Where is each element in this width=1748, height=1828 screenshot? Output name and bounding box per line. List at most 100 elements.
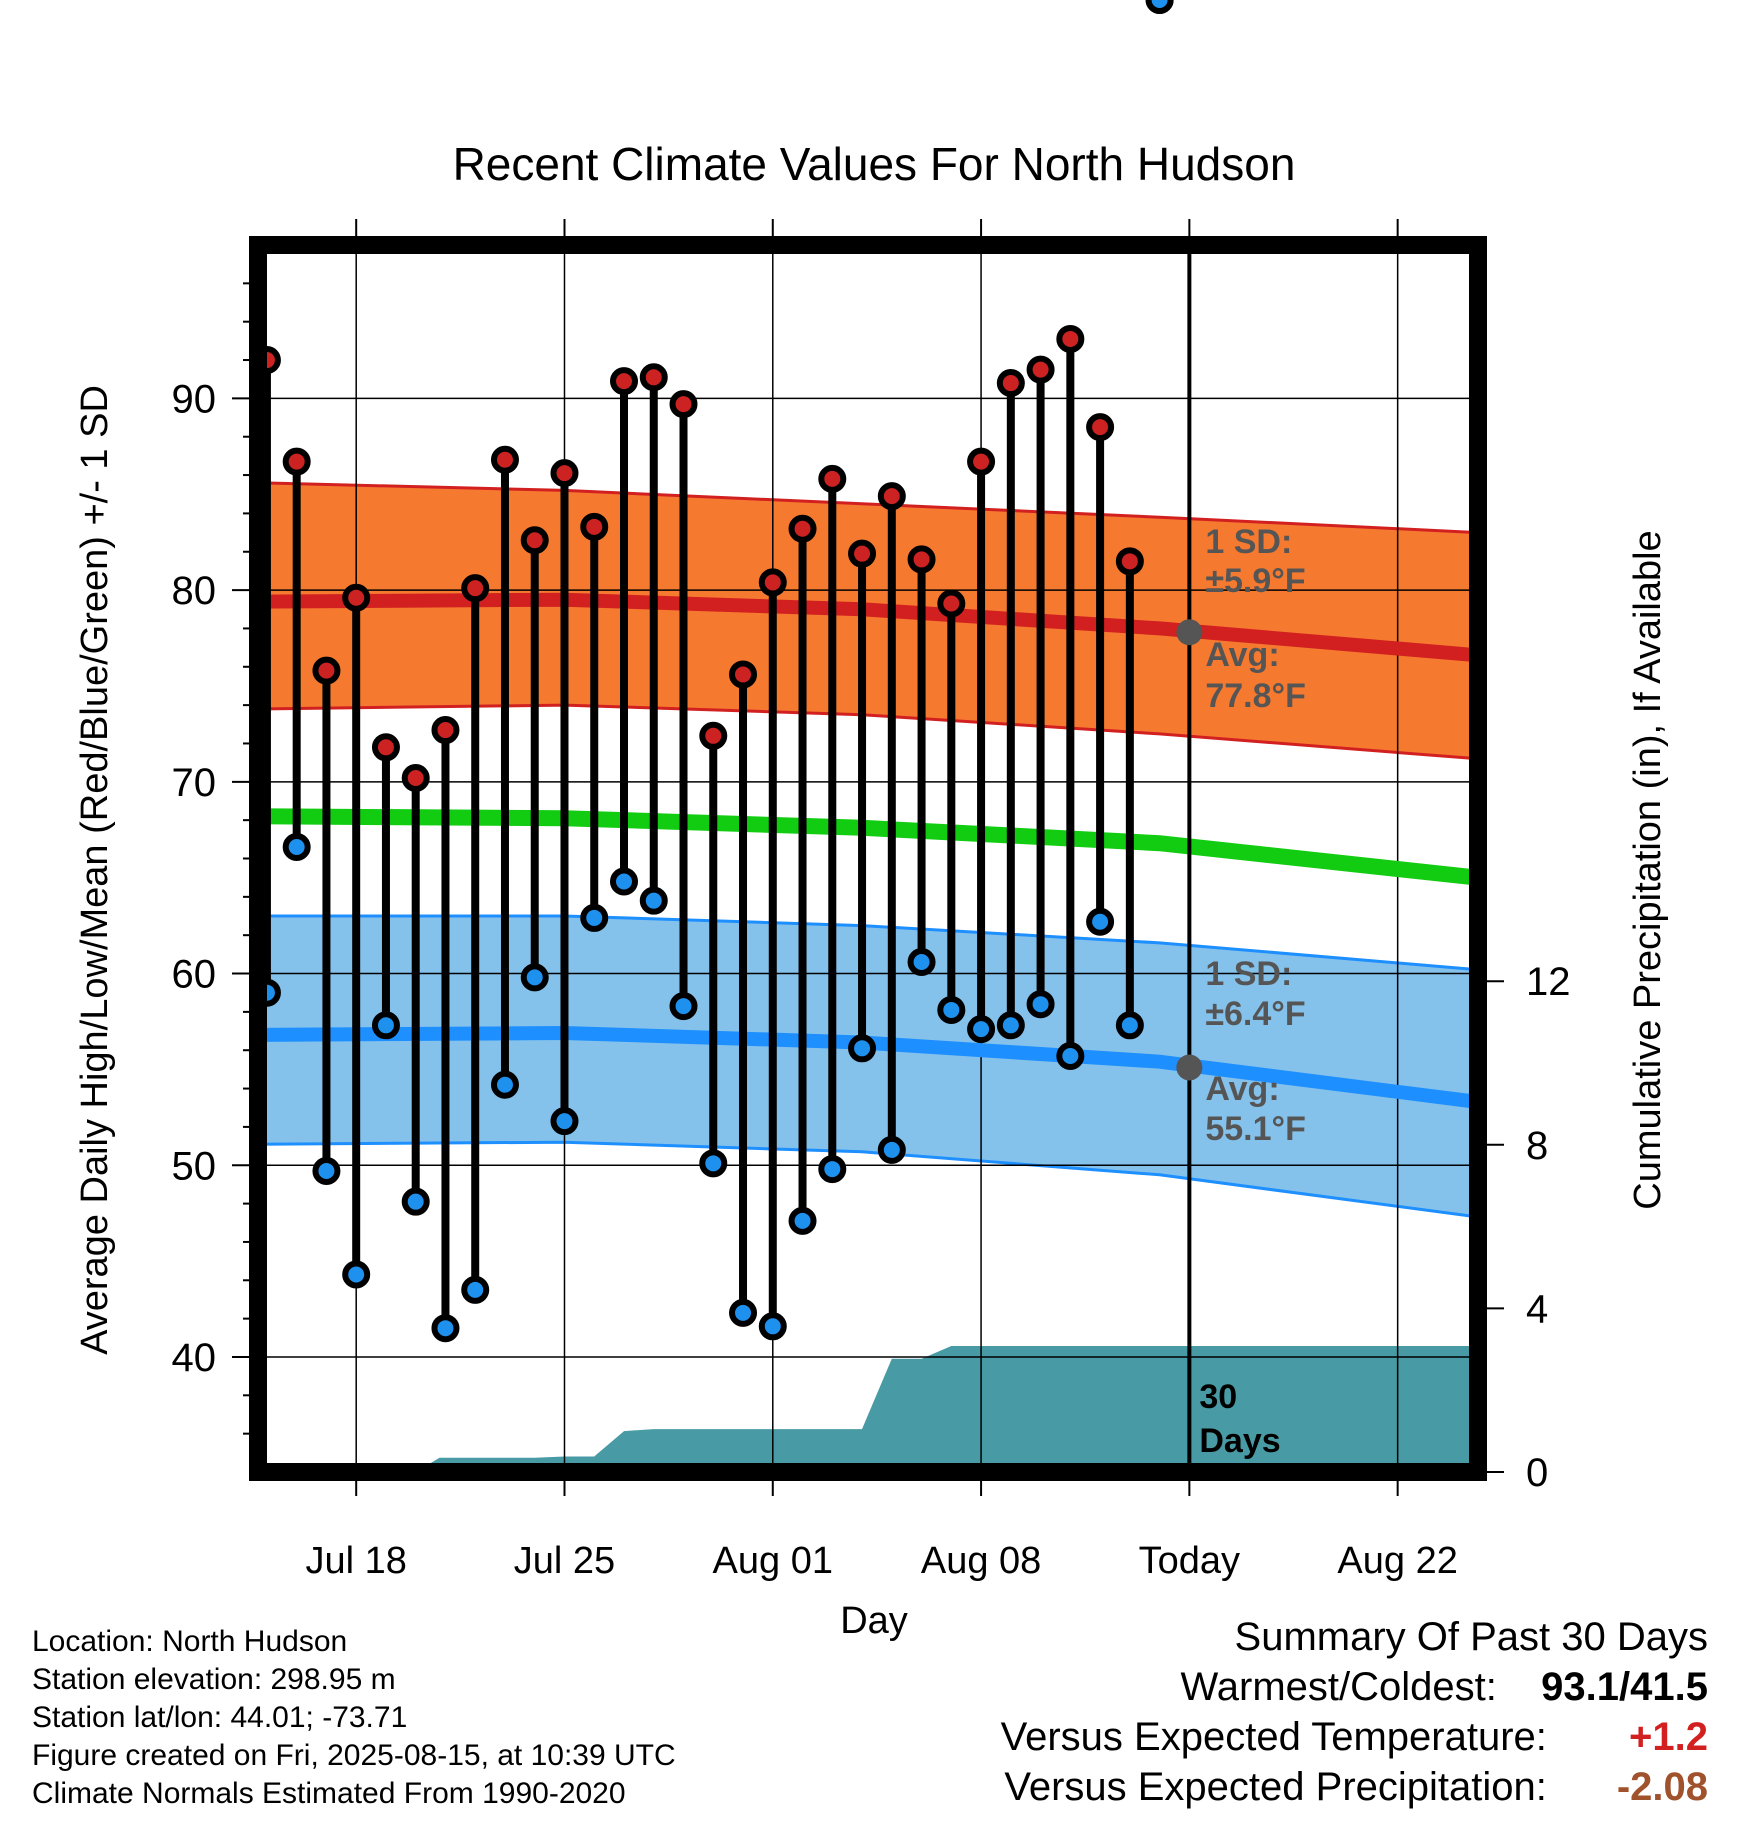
window-label-number: 30: [1199, 1378, 1237, 1416]
daily-high-point: [401, 763, 430, 792]
daily-high-point: [907, 545, 936, 574]
daily-high-point: [729, 660, 758, 689]
daily-high-point: [312, 656, 341, 685]
daily-high-point: [848, 539, 877, 568]
y2-axis-label: Cumulative Precipitation (in), If Availa…: [1627, 530, 1669, 1209]
y2-tick-label: 0: [1526, 1451, 1548, 1495]
precip-value: -2.08: [1616, 1765, 1708, 1809]
daily-high-point: [639, 363, 668, 392]
temp-value: +1.2: [1629, 1715, 1708, 1759]
low-avg-value: 55.1°F: [1205, 1110, 1306, 1148]
summary-title: Summary Of Past 30 Days: [1234, 1615, 1708, 1659]
station-info: Location: North Hudson Station elevation…: [32, 1623, 676, 1813]
daily-high-point: [788, 514, 817, 543]
daily-low-point: [312, 1157, 341, 1186]
daily-high-point: [758, 568, 787, 597]
x-tick-label: Aug 01: [713, 1540, 833, 1582]
high-sd-value: ±5.9°F: [1205, 562, 1305, 600]
daily-low-point: [610, 867, 638, 896]
daily-low-point: [729, 1298, 758, 1327]
normal-low-band: [258, 916, 1478, 1217]
daily-low-point: [431, 1314, 460, 1343]
daily-low-point: [1086, 907, 1115, 936]
daily-high-point: [490, 445, 519, 474]
warmest-value: 93.1/41.5: [1541, 1665, 1708, 1709]
daily-high-point: [282, 447, 311, 476]
high-sd-label: 1 SD:: [1205, 523, 1292, 561]
daily-high-point: [550, 459, 579, 488]
daily-low-point: [818, 1155, 847, 1184]
daily-low-point: [490, 1070, 519, 1099]
daily-low-point: [342, 1260, 371, 1289]
daily-high-point: [1026, 355, 1055, 384]
plot-border: [249, 236, 1487, 1481]
y-tick-label: 60: [172, 953, 217, 997]
summary-temp: Versus Expected Temperature: +1.2: [1001, 1712, 1708, 1762]
daily-low-point: [520, 963, 549, 992]
high-avg-value: 77.8°F: [1205, 677, 1306, 715]
normals-text: Climate Normals Estimated From 1990-2020: [32, 1777, 626, 1810]
low-sd-value: ±6.4°F: [1205, 995, 1305, 1033]
daily-low-point: [401, 1187, 430, 1216]
daily-high-point: [610, 367, 638, 396]
precip-label: Versus Expected Precipitation:: [1004, 1765, 1547, 1809]
high-avg-label: Avg:: [1205, 636, 1279, 674]
daily-high-point: [699, 721, 728, 750]
warmest-label: Warmest/Coldest:: [1180, 1665, 1497, 1709]
daily-low-point: [967, 1015, 996, 1044]
daily-low-point: [699, 1149, 728, 1178]
y-tick-label: 90: [172, 377, 217, 421]
y-axis-label: Average Daily High/Low/Mean (Red/Blue/Gr…: [74, 385, 116, 1355]
daily-low-point: [669, 992, 698, 1021]
axes: Jul 18 Jul 25 Aug 01 Aug 08 Today Aug 2240506…: [172, 219, 1571, 1582]
summary-warmest: Warmest/Coldest: 93.1/41.5: [1001, 1662, 1709, 1712]
x-tick-label: Jul 25: [514, 1540, 615, 1582]
elevation-text: Station elevation: 298.95 m: [32, 1663, 396, 1696]
x-tick-label: Aug 22: [1337, 1540, 1457, 1582]
y2-tick-label: 8: [1526, 1124, 1548, 1168]
x-tick-label: Jul 18: [305, 1540, 406, 1582]
x-tick-label: Today: [1139, 1540, 1240, 1582]
summary-panel: Summary Of Past 30 Days Warmest/Coldest:…: [1001, 1612, 1708, 1812]
daily-high-point: [1056, 324, 1085, 353]
daily-high-point: [877, 482, 906, 511]
daily-low-point: [996, 1011, 1025, 1040]
x-axis-label: Day: [840, 1600, 908, 1642]
daily-low-point: [788, 1206, 817, 1235]
latlon-text: Station lat/lon: 44.01; -73.71: [32, 1701, 408, 1734]
daily-low-point: [639, 886, 668, 915]
created-text: Figure created on Fri, 2025-08-15, at 10…: [32, 1739, 676, 1772]
daily-low-point: [1145, 0, 1174, 14]
daily-high-point: [371, 733, 400, 762]
daily-low-point: [371, 1011, 400, 1040]
normal-mean-line: [257, 808, 1479, 886]
daily-high-point: [996, 369, 1025, 398]
daily-high-point: [520, 526, 549, 555]
daily-observations: [252, 0, 1174, 1343]
daily-high-point: [342, 583, 371, 612]
high-avg-marker: [1176, 619, 1203, 646]
daily-low-point: [580, 903, 609, 932]
y-tick-label: 70: [172, 761, 217, 805]
daily-low-point: [758, 1312, 787, 1341]
daily-high-point: [431, 716, 460, 745]
daily-high-point: [1086, 413, 1115, 442]
daily-high-point: [580, 512, 609, 541]
location-text: Location: North Hudson: [32, 1625, 348, 1658]
temp-label: Versus Expected Temperature:: [1000, 1715, 1547, 1759]
daily-high-point: [967, 447, 996, 476]
daily-high-point: [1115, 547, 1144, 576]
y2-tick-label: 4: [1526, 1287, 1548, 1331]
low-avg-marker: [1176, 1054, 1203, 1081]
y2-tick-label: 12: [1526, 960, 1571, 1004]
summary-precip: Versus Expected Precipitation: -2.08: [1001, 1762, 1708, 1812]
normal-high-band-upper-edge: [257, 481, 1479, 535]
y-tick-label: 50: [172, 1144, 217, 1188]
daily-low-point: [550, 1107, 579, 1136]
daily-low-point: [461, 1275, 490, 1304]
daily-high-point: [461, 574, 490, 603]
daily-low-point: [877, 1135, 906, 1164]
daily-low-point: [907, 948, 936, 977]
daily-high-point: [818, 464, 847, 493]
y-tick-label: 40: [172, 1336, 217, 1380]
